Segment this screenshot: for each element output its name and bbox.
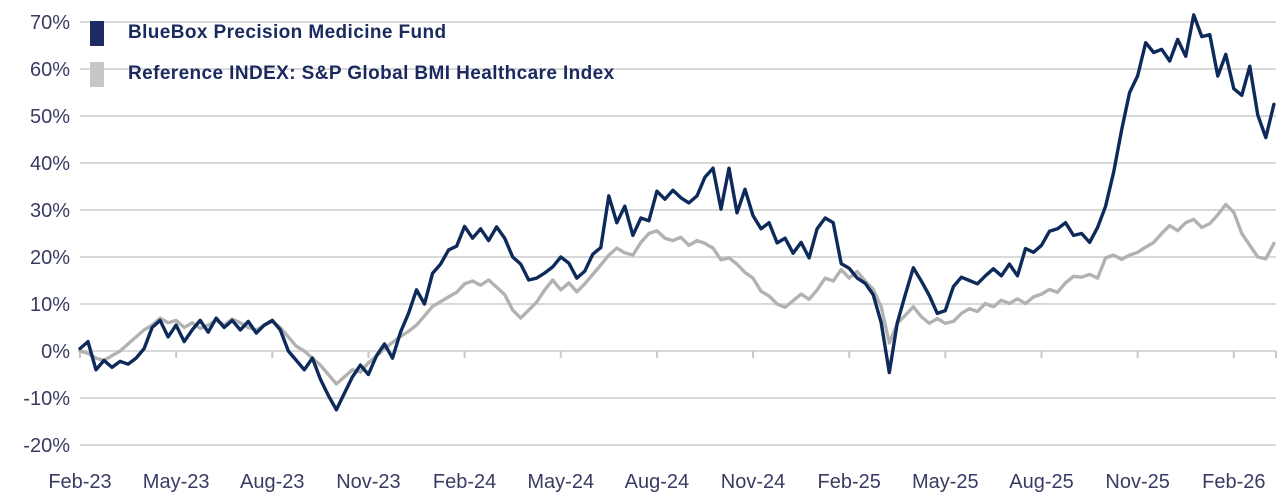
- y-axis-tick-label: 60%: [30, 59, 70, 81]
- fund-legend-swatch-icon: [90, 20, 104, 46]
- x-axis-tick-label: Feb-25: [818, 471, 881, 493]
- x-axis-tick-label: Feb-24: [433, 471, 496, 493]
- y-axis-tick-label: 0%: [41, 341, 70, 363]
- x-axis-tick-label: Aug-23: [240, 471, 305, 493]
- fund-series-line: [78, 13, 1276, 412]
- x-axis-tick-label: Aug-25: [1009, 471, 1074, 493]
- x-axis-tick-label: Nov-24: [721, 471, 785, 493]
- x-axis-tick-label: Feb-26: [1202, 471, 1265, 493]
- y-axis-tick-label: -20%: [23, 435, 70, 457]
- legend: BlueBox Precision Medicine Fund Referenc…: [90, 20, 615, 102]
- x-axis-tick-label: May-23: [143, 471, 210, 493]
- y-axis-tick-label: 40%: [30, 153, 70, 175]
- legend-item-fund: BlueBox Precision Medicine Fund: [90, 20, 615, 46]
- x-axis-tick-label: Nov-25: [1105, 471, 1169, 493]
- index-legend-label: Reference INDEX: S&P Global BMI Healthca…: [128, 63, 615, 84]
- index-legend-swatch-icon: [90, 61, 104, 87]
- y-axis-tick-label: 70%: [30, 12, 70, 34]
- x-axis-tick-label: May-25: [912, 471, 979, 493]
- x-axis-tick-label: Feb-23: [48, 471, 111, 493]
- y-axis-tick-label: -10%: [23, 388, 70, 410]
- y-axis-tick-label: 20%: [30, 247, 70, 269]
- y-axis-tick-label: 10%: [30, 294, 70, 316]
- x-axis-tick-label: May-24: [527, 471, 594, 493]
- legend-item-index: Reference INDEX: S&P Global BMI Healthca…: [90, 61, 615, 87]
- x-axis-tick-label: Nov-23: [336, 471, 400, 493]
- y-axis-tick-label: 50%: [30, 106, 70, 128]
- fund-legend-label: BlueBox Precision Medicine Fund: [128, 22, 447, 43]
- x-axis-tick-label: Aug-24: [625, 471, 690, 493]
- y-axis-tick-label: 30%: [30, 200, 70, 222]
